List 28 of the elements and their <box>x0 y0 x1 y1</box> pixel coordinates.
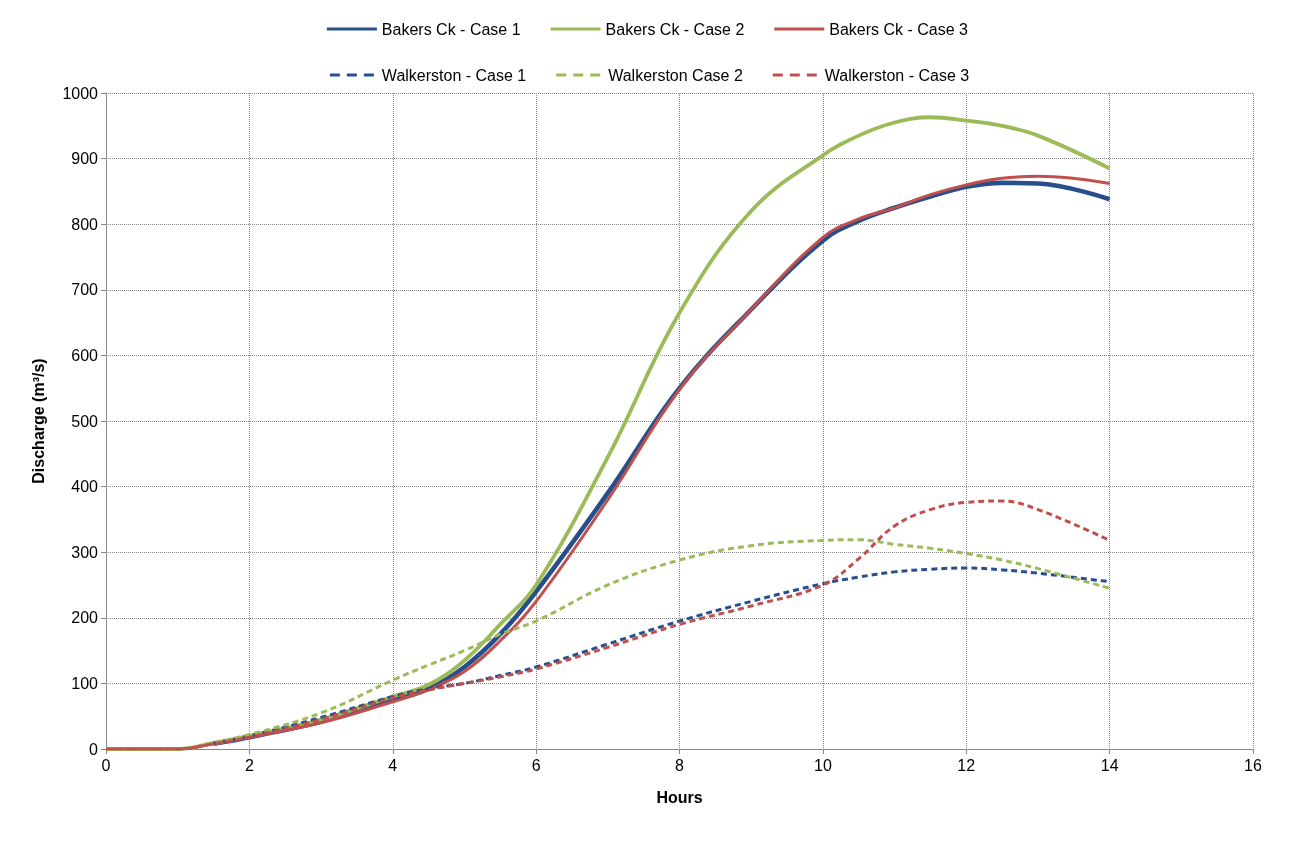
y-tick-label: 400 <box>71 478 99 496</box>
x-tick-label: 0 <box>101 756 111 774</box>
x-tick-label: 16 <box>1244 756 1262 774</box>
y-tick-label: 600 <box>71 346 99 364</box>
legend-label: Bakers Ck - Case 1 <box>381 20 521 38</box>
legend-label: Walkerston - Case 3 <box>824 66 970 84</box>
x-tick-label: 8 <box>675 756 685 774</box>
x-tick-label: 2 <box>244 756 254 774</box>
y-tick-label: 900 <box>71 150 99 168</box>
x-axis-title: Hours <box>656 788 703 806</box>
y-tick-label: 300 <box>71 543 99 561</box>
y-axis-title: Discharge (m³/s) <box>29 358 47 484</box>
x-tick-label: 6 <box>531 756 541 774</box>
x-tick-label: 14 <box>1100 756 1119 774</box>
x-tick-label: 10 <box>813 756 832 774</box>
legend-label: Bakers Ck - Case 2 <box>605 20 745 38</box>
x-tick-label: 12 <box>957 756 976 774</box>
y-tick-label: 1000 <box>62 84 99 102</box>
y-tick-label: 0 <box>89 740 99 758</box>
y-tick-label: 200 <box>71 609 99 627</box>
y-tick-label: 100 <box>71 674 99 692</box>
y-tick-label: 500 <box>71 412 99 430</box>
legend-label: Walkerston Case 2 <box>608 66 743 84</box>
legend-label: Walkerston - Case 1 <box>381 66 527 84</box>
legend-label: Bakers Ck - Case 3 <box>829 20 969 38</box>
y-tick-label: 700 <box>71 281 99 299</box>
y-tick-label: 800 <box>71 215 99 233</box>
x-tick-label: 4 <box>388 756 398 774</box>
